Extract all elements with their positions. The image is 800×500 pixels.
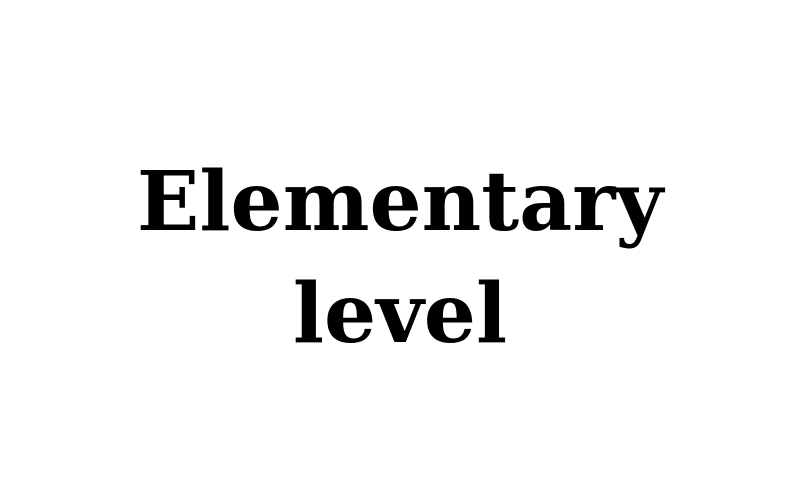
title-line-1: Elementary	[136, 154, 664, 250]
title-line-2: level	[292, 266, 508, 362]
title-block: Elementary level	[0, 146, 800, 370]
